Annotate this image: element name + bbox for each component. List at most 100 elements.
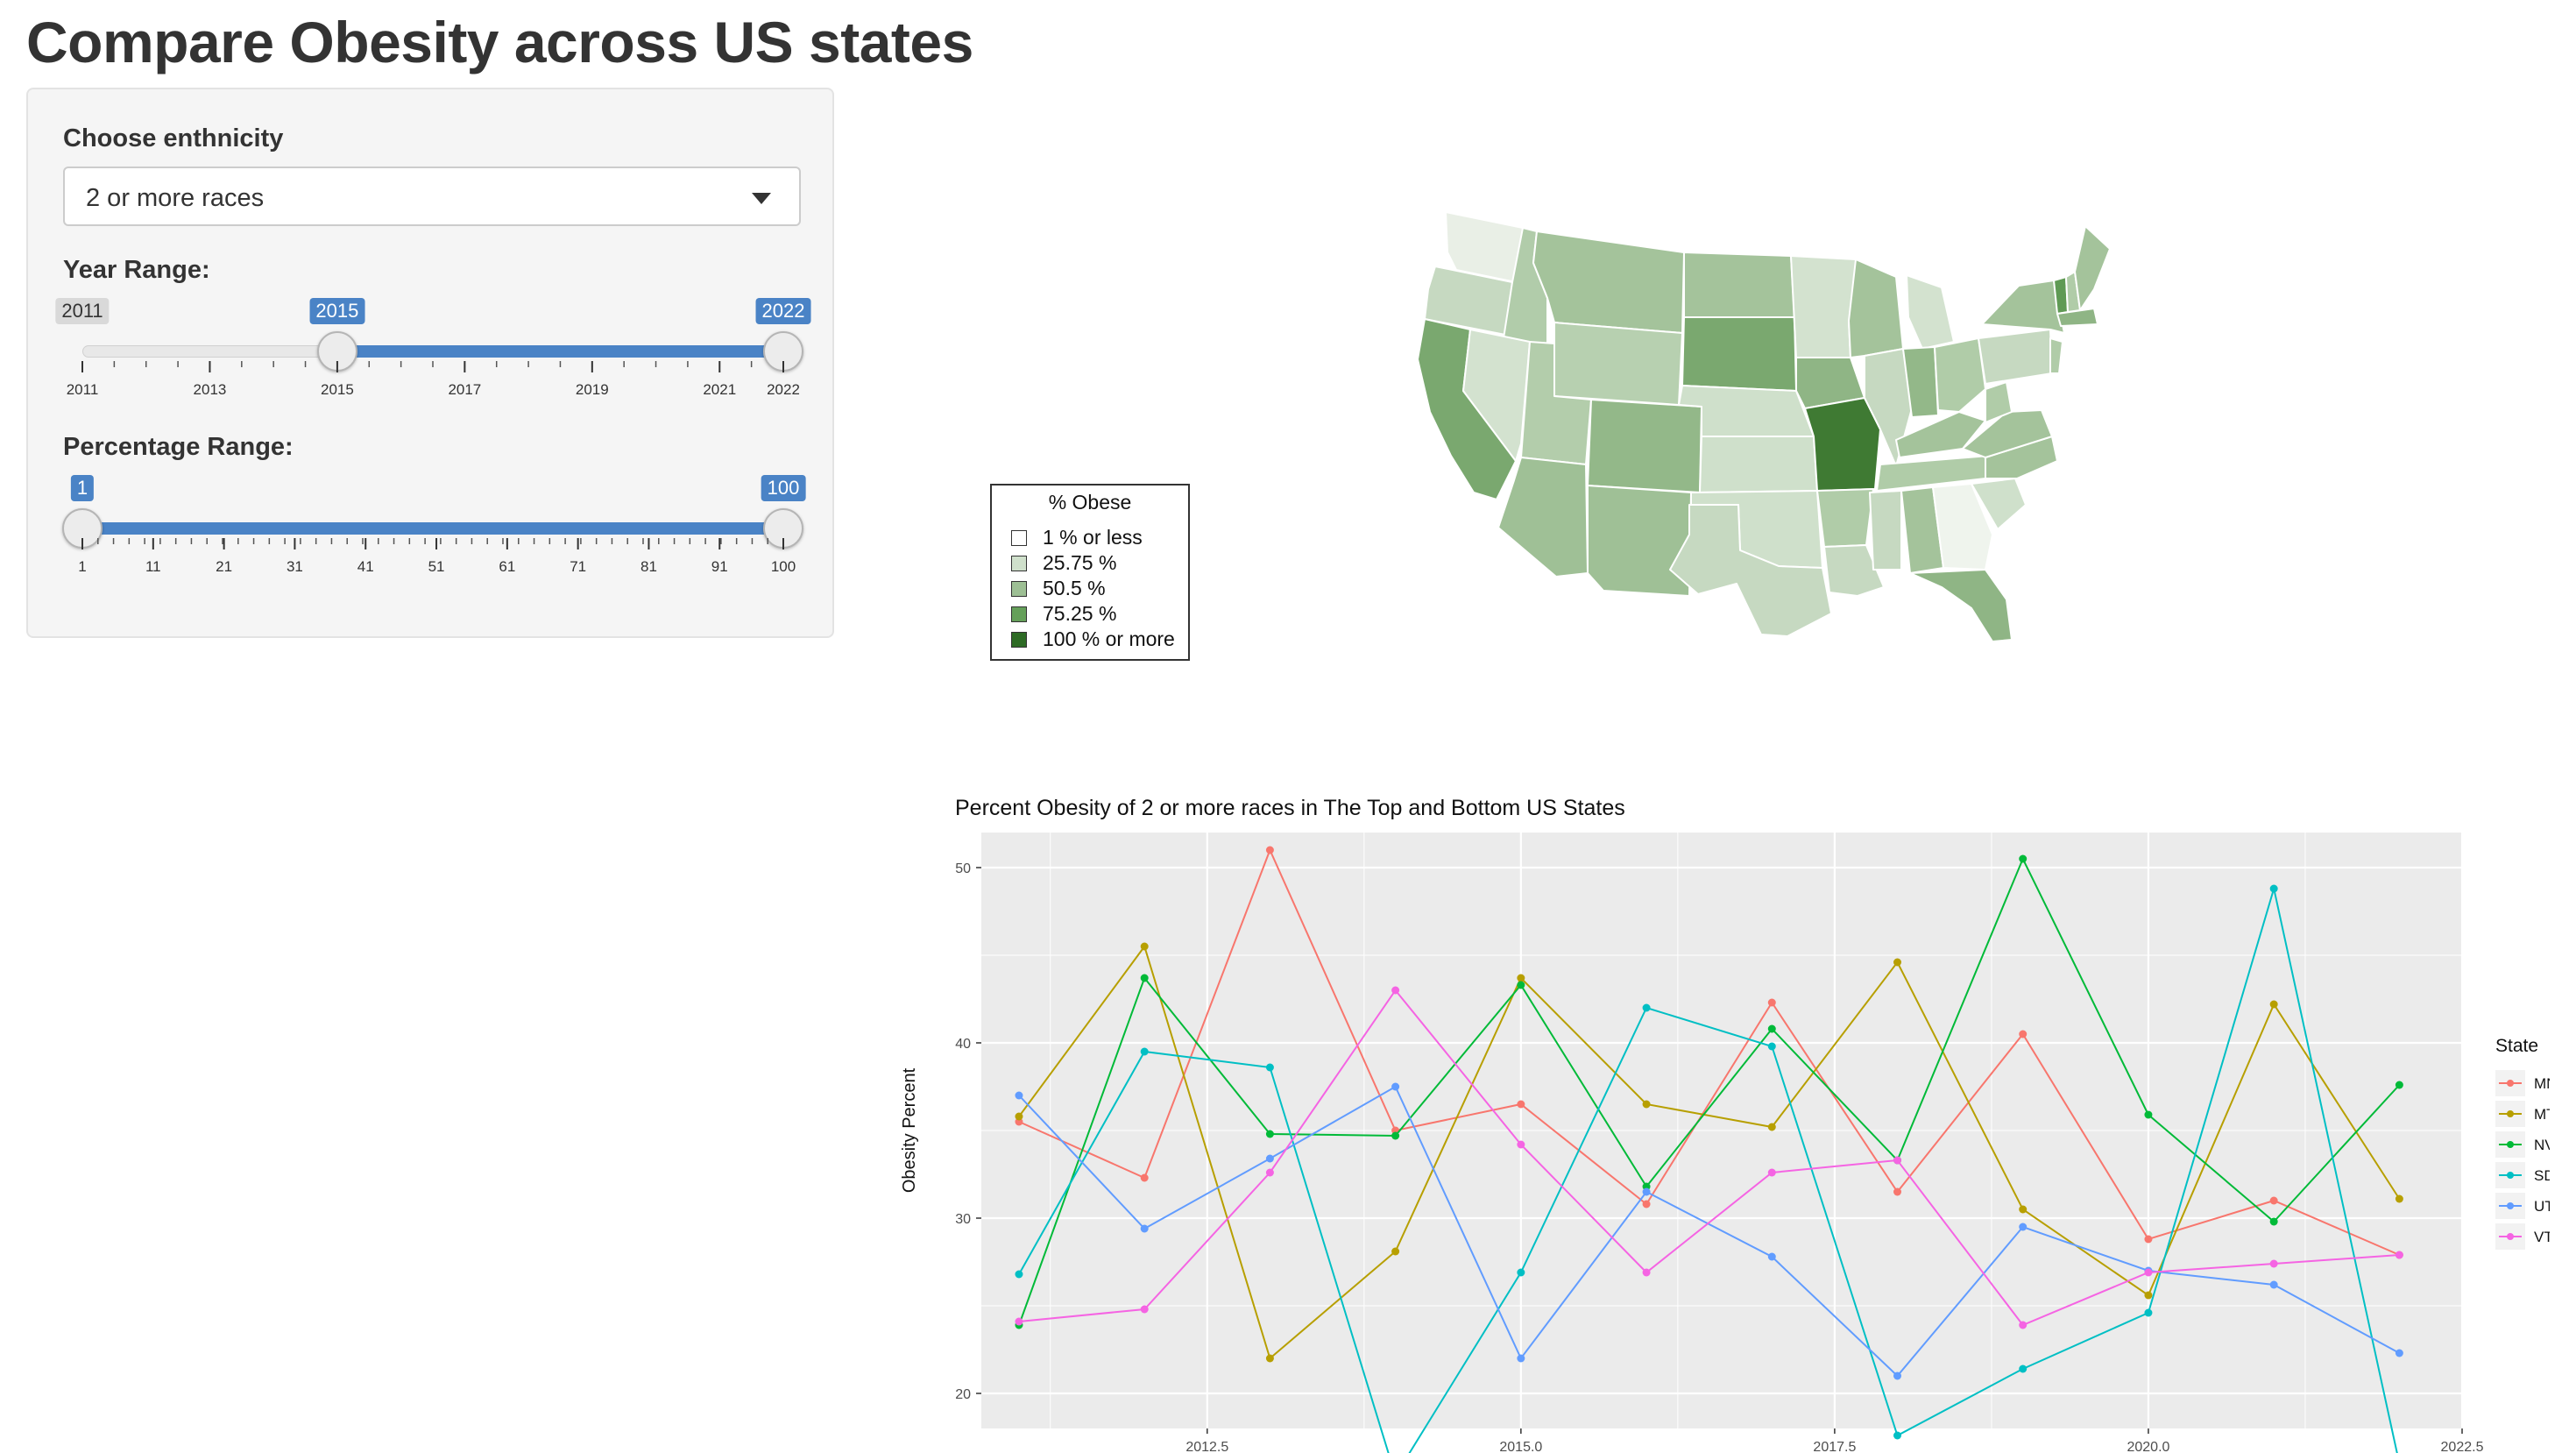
map-legend: % Obese 1 % or less 25.75 % 50.5 % 75.25… [990,484,1190,661]
slider-min-label: 2011 [55,298,110,324]
state-me[interactable] [2074,225,2111,311]
state-oh[interactable] [1934,337,1986,413]
state-nm[interactable] [1587,485,1692,597]
slider-to-label: 100 [761,475,806,501]
state-ms[interactable] [1869,490,1902,571]
legend-label: VT [2534,1229,2550,1245]
state-mt[interactable] [1532,230,1685,334]
map-legend-item-label: 25.75 % [1043,551,1117,574]
data-point-vt [2269,1259,2278,1268]
legend-swatch [1011,530,1027,546]
slider-tick-label: 100 [771,558,796,575]
data-point-ut [1015,1091,1023,1100]
data-point-ut [1265,1154,1274,1163]
slider-tick-label: 91 [711,558,728,575]
us-choropleth-map[interactable] [1393,202,2129,649]
data-point-mt [2144,1291,2153,1300]
slider-selected-range[interactable] [336,345,783,358]
map-legend-item-label: 50.5 % [1043,577,1106,599]
percentage-range-slider[interactable]: 1 100 1 11 21 31 41 51 61 71 81 91 100 [62,475,806,589]
series-line-vt [1018,989,2400,1327]
state-shapes[interactable] [1417,211,2111,642]
state-ny[interactable] [1981,280,2065,334]
data-point-mt [1642,1100,1651,1109]
ethnicity-select[interactable]: 2 or more races [63,167,801,226]
state-wv[interactable] [1985,381,2013,423]
slider-from-label: 1 [70,475,95,501]
state-ar[interactable] [1816,488,1874,548]
data-point-nv [1391,1131,1400,1140]
state-sc[interactable] [1971,478,2027,530]
obesity-line-chart: Percent Obesity of 2 or more races in Th… [900,796,2550,1453]
state-la[interactable] [1823,544,1885,597]
state-nd[interactable] [1683,252,1795,318]
y-tick-label: 30 [955,1212,971,1227]
data-point-sd [2269,884,2278,893]
data-point-sd [1767,1042,1776,1051]
series-line-mt [1018,944,2401,1360]
state-mo[interactable] [1804,397,1881,492]
slider-tick-label: 2017 [448,381,481,398]
year-range-label: Year Range: [63,256,210,284]
state-wy[interactable] [1553,322,1683,406]
data-point-ut [1140,1224,1149,1233]
data-point-mn [2019,1030,2028,1038]
state-pa[interactable] [1978,329,2053,385]
state-ky[interactable] [1895,411,1986,458]
slider-ticks: 2011 2013 2015 2017 2019 2021 2022 [67,361,799,398]
state-ma[interactable] [2056,308,2098,327]
state-co[interactable] [1587,399,1702,493]
data-point-vt [1140,1305,1149,1314]
map-legend-item-label: 75.25 % [1043,602,1117,625]
legend-key-point [2507,1141,2514,1148]
x-tick-label: 2020.0 [2127,1440,2169,1453]
slider-tick-label: 11 [145,558,161,575]
data-point-nv [1517,981,1525,989]
state-nj[interactable] [2049,337,2063,374]
state-or[interactable] [1424,266,1513,336]
year-range-slider[interactable]: 2011 2015 2022 2011 2013 2015 2017 2019 2021 2… [55,298,811,412]
legend-swatch [1011,581,1027,597]
state-ks[interactable] [1699,436,1818,493]
data-point-ut [2395,1349,2403,1357]
legend-key-point [2507,1202,2514,1209]
slider-tick-label: 2019 [576,381,609,398]
slider-tick-label: 81 [640,558,657,575]
slider-tick-label: 2015 [321,381,354,398]
data-point-ut [1767,1252,1776,1261]
slider-from-handle[interactable] [316,331,357,372]
slider-tick-label: 41 [357,558,374,575]
state-wi[interactable] [1848,259,1904,358]
data-point-nv [1265,1130,1274,1138]
data-point-mt [1391,1247,1400,1256]
state-mi[interactable] [1906,274,1955,350]
map-legend-item-label: 1 % or less [1043,526,1143,549]
legend-label: NV [2534,1137,2550,1153]
ethnicity-label: Choose enthnicity [63,124,284,152]
x-tick-label: 2022.5 [2441,1440,2484,1453]
state-in[interactable] [1902,346,1939,418]
state-ga[interactable] [1932,483,1993,571]
data-point-mn [1893,1187,1902,1196]
chevron-down-icon[interactable] [752,193,771,204]
slider-from-label: 2015 [309,298,365,324]
slider-tick-label: 1 [78,558,86,575]
chart-legend-title: State [2495,1036,2538,1056]
data-point-mn [1140,1173,1149,1182]
state-az[interactable] [1497,457,1589,578]
state-tx[interactable] [1669,504,1832,637]
state-va[interactable] [1962,409,2053,458]
slider-selected-range[interactable] [82,522,783,535]
x-tick-label: 2012.5 [1185,1440,1228,1453]
data-point-sd [2019,1364,2028,1373]
state-fl[interactable] [1909,569,2013,642]
legend-label: MT [2534,1106,2550,1123]
slider-tick-label: 2021 [703,381,736,398]
data-point-nv [1767,1024,1776,1033]
state-sd[interactable] [1681,316,1797,392]
data-point-nv [2269,1217,2278,1226]
state-nv[interactable] [1462,329,1531,462]
page-title: Compare Obesity across US states [26,10,973,74]
slider-tick-label: 71 [570,558,586,575]
map-legend-item: 50.5 % [1011,577,1106,599]
